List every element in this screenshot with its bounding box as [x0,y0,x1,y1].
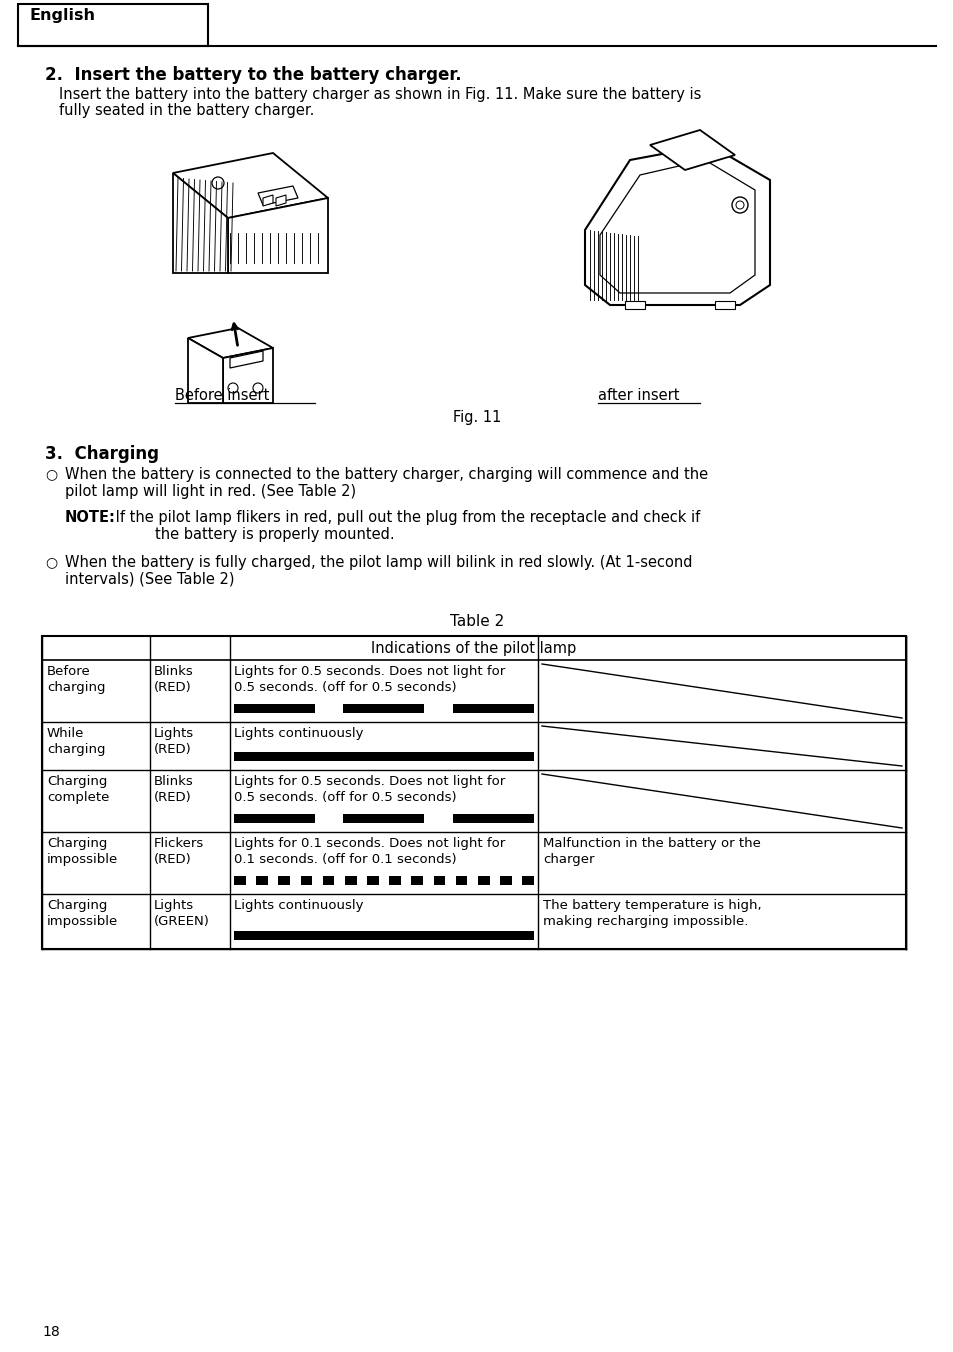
Text: Charging
impossible: Charging impossible [47,899,118,927]
Bar [278,876,290,886]
Text: Lights continuously: Lights continuously [233,899,363,913]
Text: When the battery is fully charged, the pilot lamp will bilink in red slowly. (At: When the battery is fully charged, the p… [65,556,692,571]
Bar [233,814,314,823]
Text: 18: 18 [42,1325,60,1338]
Text: Insert the battery into the battery charger as shown in Fig. 11. Make sure the b: Insert the battery into the battery char… [59,87,700,101]
Polygon shape [584,145,769,306]
Text: Before
charging: Before charging [47,665,106,694]
Polygon shape [172,153,328,218]
Bar [389,876,400,886]
Text: Blinks
(RED): Blinks (RED) [153,665,193,694]
Bar [624,301,644,310]
Text: Malfunction in the battery or the
charger: Malfunction in the battery or the charge… [542,837,760,867]
Bar [322,876,335,886]
Polygon shape [599,160,754,293]
Bar [521,876,534,886]
Text: If the pilot lamp flikers in red, pull out the plug from the receptacle and chec: If the pilot lamp flikers in red, pull o… [111,510,700,525]
Text: intervals) (See Table 2): intervals) (See Table 2) [65,572,234,587]
Text: English: English [30,8,96,23]
Text: Flickers
(RED): Flickers (RED) [153,837,204,867]
Bar [344,876,356,886]
Bar [453,704,534,713]
Polygon shape [263,195,273,206]
Text: Lights continuously: Lights continuously [233,727,363,740]
Polygon shape [172,173,228,273]
Text: Lights for 0.1 seconds. Does not light for
0.1 seconds. (off for 0.1 seconds): Lights for 0.1 seconds. Does not light f… [233,837,505,867]
Polygon shape [223,347,273,403]
Text: Indications of the pilot lamp: Indications of the pilot lamp [371,641,576,656]
Text: Lights
(RED): Lights (RED) [153,727,193,756]
Bar [18,4,208,46]
Bar [411,876,423,886]
Text: Charging
impossible: Charging impossible [47,837,118,867]
Polygon shape [188,329,273,358]
Text: Charging
complete: Charging complete [47,775,110,804]
Text: after insert: after insert [598,388,679,403]
Bar [453,814,534,823]
Polygon shape [275,195,286,206]
Bar [433,876,445,886]
Text: ○: ○ [45,466,57,481]
Bar [42,635,905,660]
Text: Lights for 0.5 seconds. Does not light for
0.5 seconds. (off for 0.5 seconds): Lights for 0.5 seconds. Does not light f… [233,665,505,694]
Text: 2.  Insert the battery to the battery charger.: 2. Insert the battery to the battery cha… [45,66,461,84]
Text: Lights
(GREEN): Lights (GREEN) [153,899,210,927]
Text: fully seated in the battery charger.: fully seated in the battery charger. [59,103,314,118]
Polygon shape [188,338,223,403]
Bar [256,876,268,886]
Text: Fig. 11: Fig. 11 [453,410,500,425]
Bar [233,876,246,886]
Text: ○: ○ [45,556,57,569]
Text: Table 2: Table 2 [450,614,503,629]
Bar [499,876,512,886]
Bar [233,704,314,713]
Text: NOTE:: NOTE: [65,510,115,525]
Bar [714,301,734,310]
Bar [456,876,467,886]
Text: When the battery is connected to the battery charger, charging will commence and: When the battery is connected to the bat… [65,466,707,483]
Bar [367,876,378,886]
Text: 3.  Charging: 3. Charging [45,445,159,462]
Text: Blinks
(RED): Blinks (RED) [153,775,193,804]
Text: While
charging: While charging [47,727,106,756]
Polygon shape [230,352,263,368]
Bar [343,704,424,713]
Bar [233,932,534,940]
Bar [343,814,424,823]
Polygon shape [257,187,297,206]
Bar [477,876,489,886]
Bar [42,635,905,949]
Bar [233,752,534,761]
Polygon shape [649,130,734,170]
Text: the battery is properly mounted.: the battery is properly mounted. [154,527,395,542]
Polygon shape [228,197,328,273]
Text: Lights for 0.5 seconds. Does not light for
0.5 seconds. (off for 0.5 seconds): Lights for 0.5 seconds. Does not light f… [233,775,505,804]
Bar [300,876,312,886]
Text: Before insert: Before insert [174,388,269,403]
Text: The battery temperature is high,
making recharging impossible.: The battery temperature is high, making … [542,899,760,927]
Text: pilot lamp will light in red. (See Table 2): pilot lamp will light in red. (See Table… [65,484,355,499]
